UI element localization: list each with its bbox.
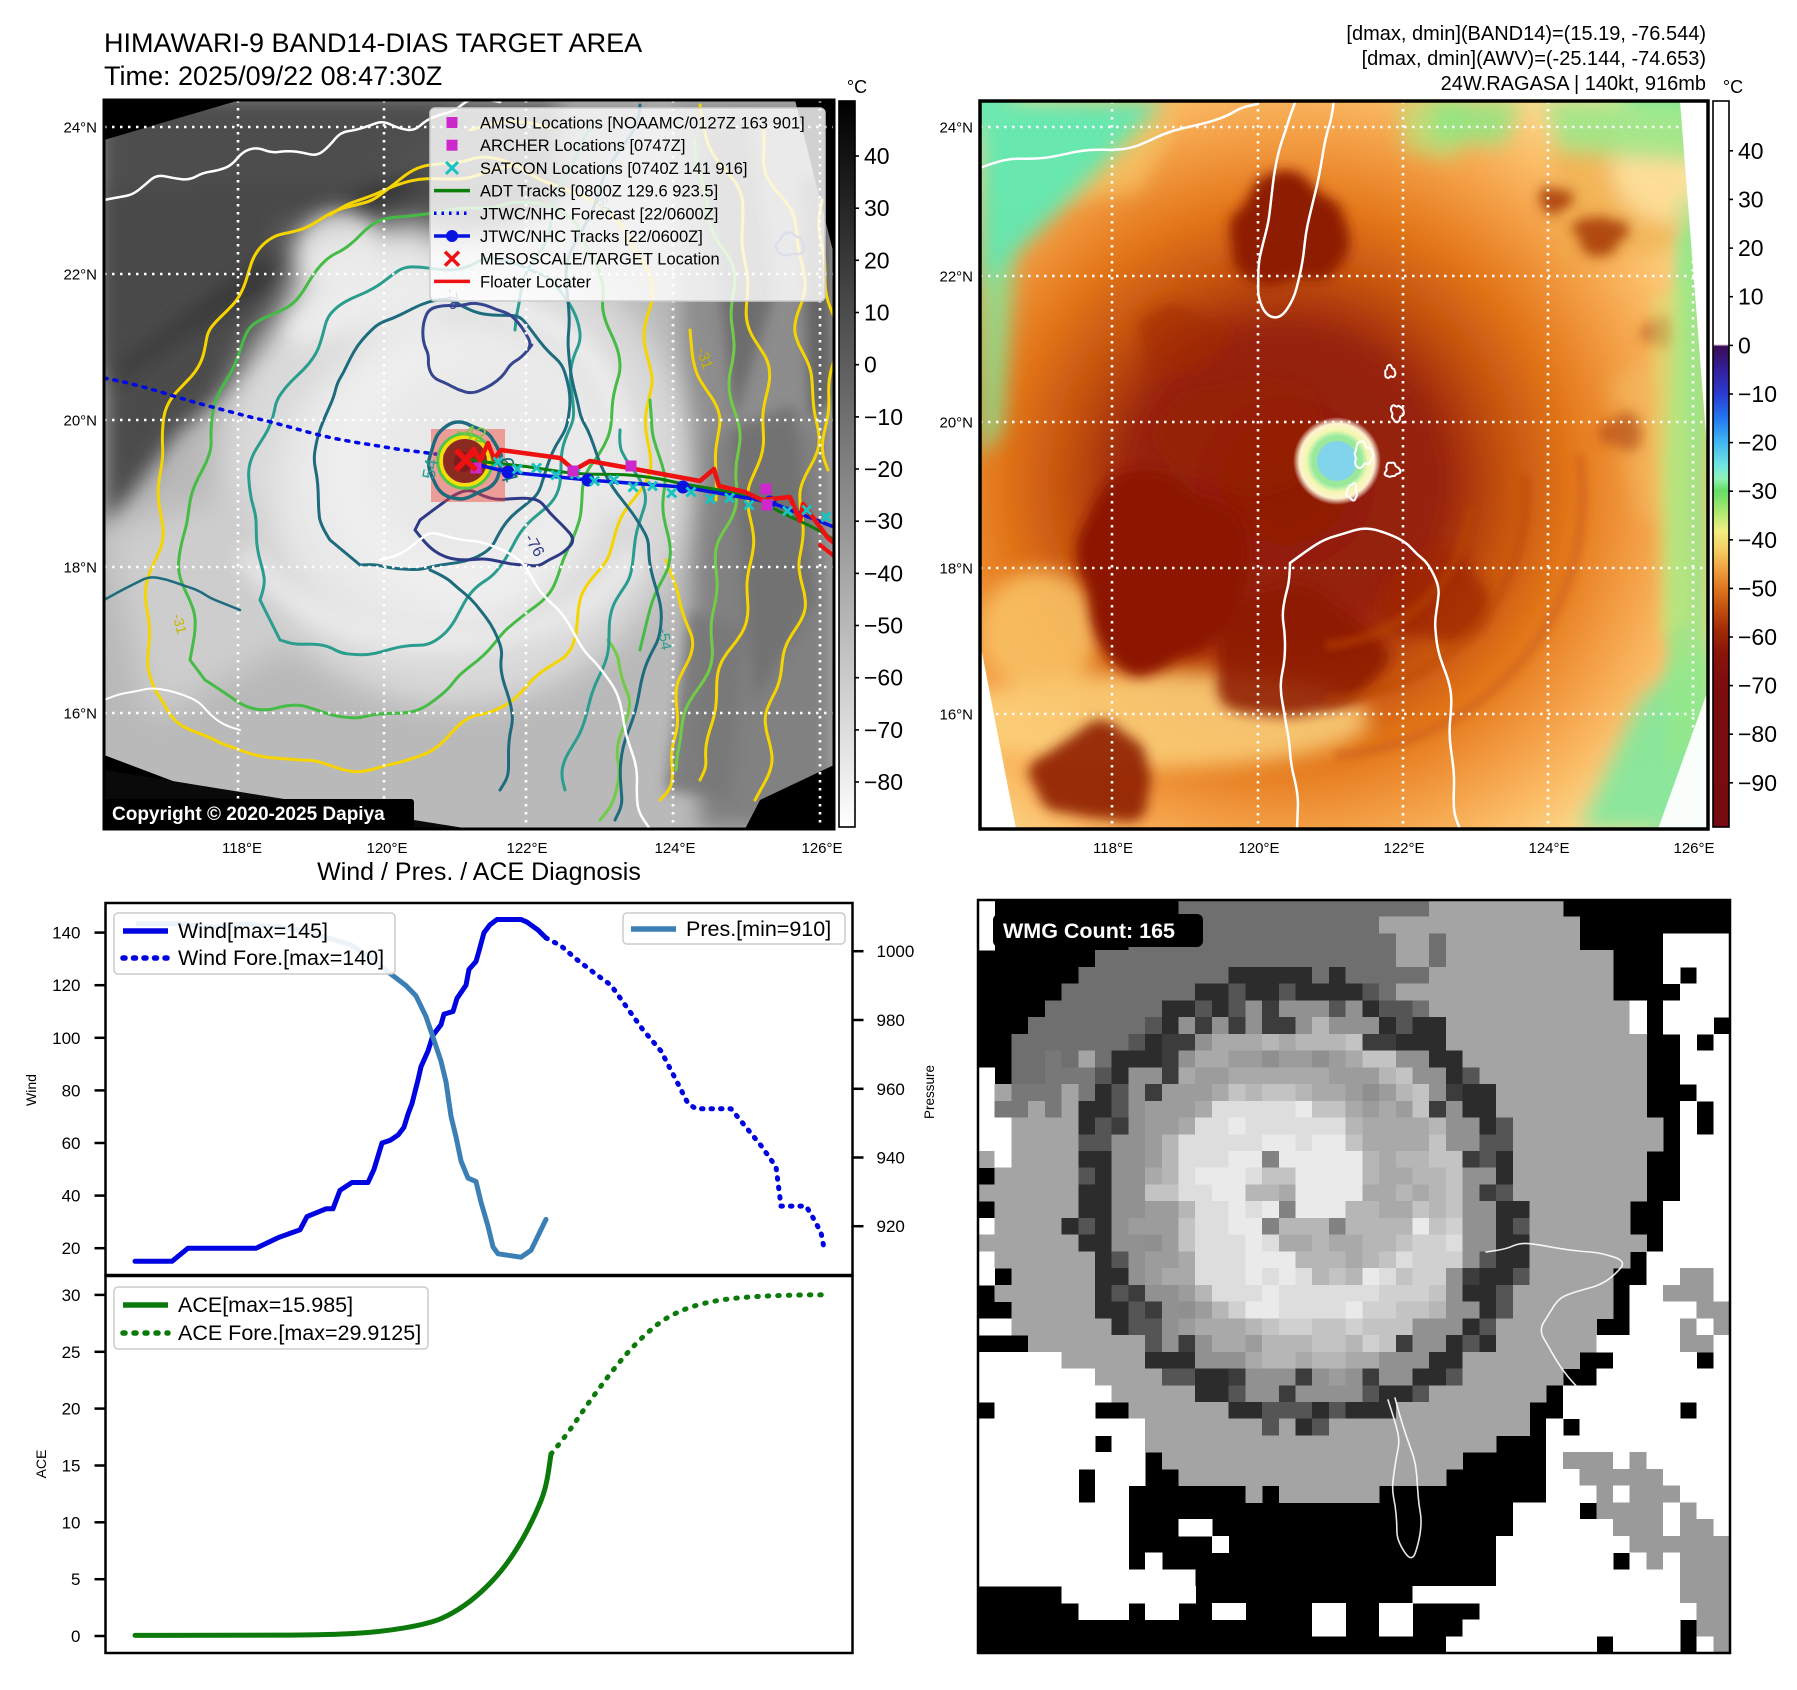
svg-text:15: 15 (62, 1457, 81, 1476)
svg-text:126°E: 126°E (801, 840, 842, 857)
svg-text:−40: −40 (1738, 527, 1777, 553)
svg-text:24°N: 24°N (63, 120, 97, 137)
svg-text:Time: 2025/09/22 08:47:30Z: Time: 2025/09/22 08:47:30Z (104, 61, 442, 91)
svg-text:−30: −30 (864, 508, 903, 534)
svg-text:122°E: 122°E (1383, 840, 1424, 857)
svg-text:80: 80 (62, 1081, 81, 1100)
svg-text:−40: −40 (864, 560, 903, 586)
svg-text:960: 960 (877, 1080, 905, 1099)
svg-text:ADT Tracks [0800Z 129.6 923.5]: ADT Tracks [0800Z 129.6 923.5] (480, 183, 718, 201)
svg-text:Wind Fore.[max=140]: Wind Fore.[max=140] (178, 946, 384, 970)
svg-text:18°N: 18°N (63, 560, 97, 577)
svg-text:10: 10 (864, 300, 890, 326)
svg-text:140: 140 (52, 924, 80, 943)
svg-text:−20: −20 (1738, 430, 1777, 456)
svg-text:HIMAWARI-9 BAND14-DIAS TARGET: HIMAWARI-9 BAND14-DIAS TARGET AREA (104, 28, 642, 58)
svg-text:30: 30 (62, 1286, 81, 1305)
svg-text:−60: −60 (864, 665, 903, 691)
svg-text:-54: -54 (654, 627, 675, 651)
svg-text:ARCHER Locations [0747Z]: ARCHER Locations [0747Z] (480, 137, 685, 155)
svg-text:20: 20 (62, 1400, 81, 1419)
svg-text:16°N: 16°N (939, 707, 973, 724)
svg-text:40: 40 (864, 143, 890, 169)
svg-text:940: 940 (877, 1149, 905, 1168)
svg-text:Copyright © 2020-2025 Dapiya: Copyright © 2020-2025 Dapiya (112, 804, 385, 825)
svg-text:124°E: 124°E (1528, 840, 1569, 857)
svg-text:ACE Fore.[max=29.9125]: ACE Fore.[max=29.9125] (178, 1321, 421, 1345)
svg-text:−30: −30 (1738, 478, 1777, 504)
svg-text:0: 0 (1738, 332, 1751, 358)
svg-text:JTWC/NHC Tracks [22/0600Z]: JTWC/NHC Tracks [22/0600Z] (480, 228, 703, 246)
svg-text:−20: −20 (864, 456, 903, 482)
svg-text:1000: 1000 (877, 942, 915, 961)
svg-text:−70: −70 (1738, 673, 1777, 699)
svg-text:JTWC/NHC Forecast [22/0600Z]: JTWC/NHC Forecast [22/0600Z] (480, 205, 718, 223)
svg-text:16°N: 16°N (63, 706, 97, 723)
svg-text:54: 54 (419, 457, 442, 480)
svg-text:Pres.[min=910]: Pres.[min=910] (686, 917, 831, 941)
svg-text:20: 20 (1738, 235, 1764, 261)
svg-text:24W.RAGASA | 140kt, 916mb: 24W.RAGASA | 140kt, 916mb (1441, 73, 1706, 95)
svg-text:−80: −80 (1738, 721, 1777, 747)
svg-text:30: 30 (864, 195, 890, 221)
svg-text:ACE[max=15.985]: ACE[max=15.985] (178, 1293, 353, 1317)
svg-text:−10: −10 (864, 404, 903, 430)
svg-text:20°N: 20°N (63, 413, 97, 430)
svg-text:22°N: 22°N (939, 269, 973, 286)
svg-text:25: 25 (62, 1343, 81, 1362)
svg-text:MESOSCALE/TARGET Location: MESOSCALE/TARGET Location (480, 251, 720, 269)
svg-text:20°N: 20°N (939, 415, 973, 432)
svg-text:Floater Locater: Floater Locater (480, 273, 591, 291)
svg-text:980: 980 (877, 1011, 905, 1030)
svg-text:SATCON Locations [0740Z 141 91: SATCON Locations [0740Z 141 916] (480, 160, 748, 178)
svg-text:60: 60 (62, 1134, 81, 1153)
svg-text:120: 120 (52, 976, 80, 995)
svg-text:118°E: 118°E (222, 840, 262, 857)
svg-text:30: 30 (1738, 186, 1764, 212)
svg-text:AMSU Locations [NOAAMC/0127Z 1: AMSU Locations [NOAAMC/0127Z 163 901] (480, 115, 805, 133)
svg-text:−50: −50 (1738, 575, 1777, 601)
svg-text:−90: −90 (1738, 770, 1777, 796)
svg-text:0: 0 (864, 352, 877, 378)
svg-text:−70: −70 (864, 717, 903, 743)
svg-text:Wind / Pres. / ACE Diagnosis: Wind / Pres. / ACE Diagnosis (317, 858, 641, 886)
svg-text:124°E: 124°E (654, 840, 695, 857)
svg-text:120°E: 120°E (1238, 840, 1279, 857)
svg-text:20: 20 (864, 247, 890, 273)
svg-text:WMG Count: 165: WMG Count: 165 (1003, 919, 1175, 943)
svg-text:118°E: 118°E (1093, 840, 1133, 857)
svg-text:18°N: 18°N (939, 561, 973, 578)
svg-text:122°E: 122°E (506, 840, 547, 857)
svg-text:40: 40 (1738, 138, 1764, 164)
svg-text:-31: -31 (693, 345, 716, 371)
svg-text:920: 920 (877, 1217, 905, 1236)
svg-text:10: 10 (1738, 284, 1764, 310)
svg-text:[dmax, dmin](BAND14)=(15.19, -: [dmax, dmin](BAND14)=(15.19, -76.544) (1346, 23, 1706, 45)
svg-text:−80: −80 (864, 769, 903, 795)
svg-text:100: 100 (52, 1029, 80, 1048)
svg-text:−60: −60 (1738, 624, 1777, 650)
svg-text:5: 5 (71, 1570, 80, 1589)
svg-text:Wind[max=145]: Wind[max=145] (178, 919, 328, 943)
svg-text:40: 40 (62, 1187, 81, 1206)
svg-text:-31: -31 (169, 612, 190, 636)
svg-text:20: 20 (62, 1239, 81, 1258)
svg-text:ACE: ACE (33, 1450, 49, 1479)
svg-text:120°E: 120°E (366, 840, 407, 857)
svg-text:°C: °C (847, 77, 867, 97)
svg-text:Wind: Wind (23, 1074, 39, 1106)
svg-text:24°N: 24°N (939, 120, 973, 137)
svg-text:Pressure: Pressure (922, 1065, 937, 1119)
svg-text:0: 0 (71, 1627, 80, 1646)
svg-text:°C: °C (1723, 77, 1743, 97)
svg-text:−10: −10 (1738, 381, 1777, 407)
svg-text:22°N: 22°N (63, 267, 97, 284)
svg-text:−50: −50 (864, 613, 903, 639)
svg-text:10: 10 (62, 1513, 81, 1532)
svg-text:[dmax, dmin](AWV)=(-25.144, -7: [dmax, dmin](AWV)=(-25.144, -74.653) (1362, 48, 1706, 70)
svg-text:126°E: 126°E (1673, 840, 1714, 857)
